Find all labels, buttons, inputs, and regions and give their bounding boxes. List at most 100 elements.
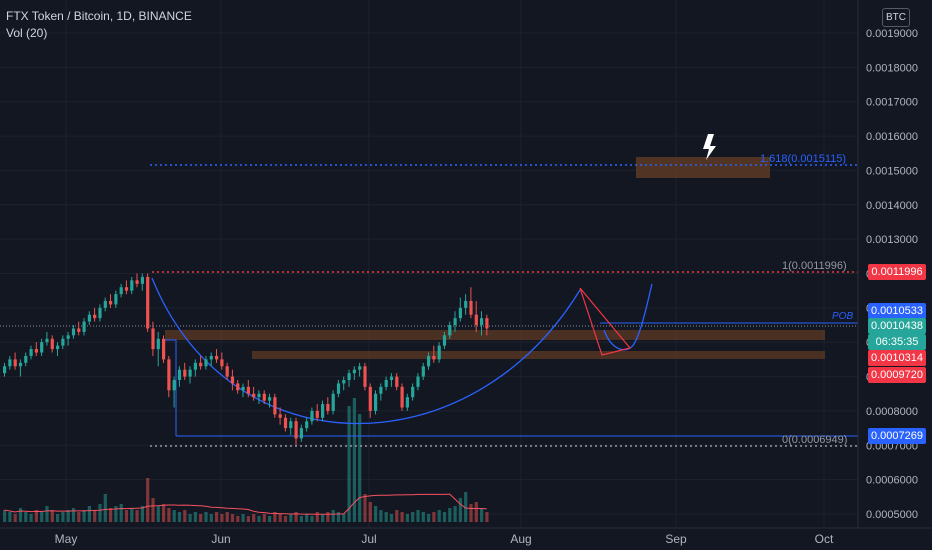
- handle-triangle: [579, 287, 632, 356]
- candle-body: [130, 280, 134, 291]
- handle-projection: [603, 283, 653, 351]
- candle-body: [34, 349, 38, 353]
- candle-body: [336, 383, 341, 394]
- volume-bar: [3, 510, 7, 522]
- price-tick-label: 0.0017000: [866, 97, 918, 109]
- volume-bar: [384, 512, 388, 522]
- currency-button[interactable]: BTC: [882, 8, 910, 27]
- candle-body: [437, 345, 441, 360]
- range-box-left: [164, 339, 177, 436]
- volume-bar: [358, 414, 362, 522]
- candle-body: [199, 362, 203, 367]
- volume-bar: [61, 512, 65, 522]
- candle-body: [45, 338, 49, 343]
- volume-bar: [204, 512, 208, 522]
- candle-body: [469, 300, 473, 315]
- candle-body: [241, 386, 245, 391]
- price-tick-label: 0.0006000: [866, 475, 918, 487]
- candle-body: [464, 300, 468, 308]
- volume-bar: [315, 512, 319, 522]
- candle-body: [432, 355, 436, 360]
- volume-bar: [437, 510, 441, 522]
- volume-bar: [374, 506, 378, 522]
- volume-bar: [109, 508, 113, 522]
- candle-body: [283, 417, 288, 429]
- volume-bar: [87, 506, 91, 522]
- candle-body: [299, 428, 303, 439]
- volume-bar: [262, 514, 266, 522]
- candle-body: [98, 307, 102, 319]
- volume-bar: [363, 494, 367, 522]
- volume-indicator-label: Vol (20): [6, 26, 48, 40]
- volume-bar: [209, 514, 213, 522]
- volume-bar: [289, 514, 293, 522]
- lightning-icon: [703, 134, 716, 160]
- volume-bar: [188, 514, 192, 522]
- candle-body: [458, 307, 462, 319]
- countdown-tag: 06:35:35: [868, 334, 926, 350]
- volume-bar: [135, 510, 139, 522]
- volume-bar: [98, 504, 102, 522]
- fib-one-label: 1(0.0011996): [782, 260, 847, 272]
- time-tick-label: Sep: [665, 532, 687, 546]
- candle-body: [29, 349, 33, 356]
- volume-bar: [71, 508, 76, 522]
- pob-label: POB: [832, 311, 853, 322]
- high-price-tag: 0.0011996: [868, 264, 926, 280]
- candle-body: [289, 421, 293, 429]
- volume-bar: [278, 514, 282, 522]
- volume-bar: [140, 506, 144, 522]
- volume-bar: [474, 502, 478, 522]
- candle-body: [156, 338, 160, 350]
- last-price-tag: 0.0010438: [868, 318, 926, 334]
- volume-bar: [469, 504, 473, 522]
- candle-body: [114, 294, 118, 305]
- volume-bar: [225, 512, 229, 522]
- volume-bar: [257, 516, 261, 522]
- candle-body: [77, 328, 81, 332]
- volume-bar: [453, 506, 457, 522]
- volume-bar: [236, 516, 240, 522]
- price-tick-label: 0.0005000: [866, 509, 918, 521]
- chart-legend: FTX Token / Bitcoin, 1D, BINANCE Vol (20…: [6, 8, 192, 42]
- volume-bar: [77, 512, 81, 522]
- volume-bar: [395, 510, 399, 522]
- candle-body: [342, 380, 346, 384]
- candle-body: [3, 366, 7, 374]
- candle-body: [321, 404, 325, 418]
- volume-bar: [347, 406, 351, 522]
- candle-body: [268, 397, 272, 401]
- price-tick-label: 0.0008000: [866, 406, 918, 418]
- candle-body: [474, 314, 478, 326]
- candle-body: [236, 383, 240, 391]
- volume-bar: [8, 512, 12, 522]
- volume-bar: [321, 514, 325, 522]
- time-axis: May Jun Jul Aug Sep Oct: [0, 527, 932, 550]
- candle-body: [225, 366, 229, 377]
- volume-bar: [273, 512, 277, 522]
- volume-bar: [167, 508, 171, 522]
- candle-body: [395, 376, 399, 387]
- candle-body: [326, 404, 330, 411]
- volume-bar: [29, 514, 33, 522]
- candle-body: [368, 386, 372, 411]
- volume-bar: [220, 514, 224, 522]
- candle-body: [379, 386, 383, 394]
- time-tick-label: Jul: [361, 532, 376, 546]
- volume-bar: [183, 510, 187, 522]
- candle-body: [315, 410, 319, 418]
- candle-body: [400, 386, 404, 408]
- volume-bar: [294, 512, 298, 522]
- volume-moving-average: [4, 493, 487, 515]
- candle-body: [358, 366, 362, 370]
- volume-bar: [336, 512, 341, 522]
- candle-body: [56, 345, 60, 350]
- candle-body: [188, 369, 192, 377]
- time-tick-label: Aug: [510, 532, 531, 546]
- candle-body: [146, 276, 150, 329]
- symbol-title: FTX Token / Bitcoin, 1D, BINANCE: [6, 9, 192, 23]
- candle-body: [278, 414, 282, 418]
- volume-bar: [464, 492, 468, 522]
- candle-body: [151, 328, 155, 350]
